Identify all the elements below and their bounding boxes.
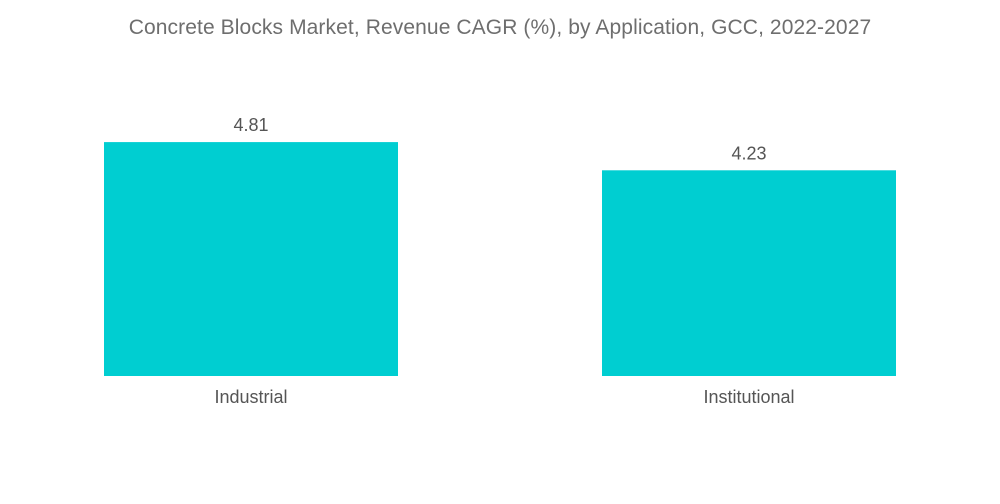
category-label-industrial: Industrial bbox=[214, 387, 287, 407]
bar-industrial bbox=[104, 142, 398, 376]
value-label-industrial: 4.81 bbox=[233, 115, 268, 135]
category-labels-group: Industrial Institutional bbox=[214, 387, 794, 407]
category-label-institutional: Institutional bbox=[703, 387, 794, 407]
value-labels-group: 4.81 4.23 bbox=[233, 115, 766, 163]
value-label-institutional: 4.23 bbox=[731, 143, 766, 163]
chart-title: Concrete Blocks Market, Revenue CAGR (%)… bbox=[128, 16, 872, 39]
bars-group bbox=[104, 142, 896, 376]
bar-institutional bbox=[602, 170, 896, 376]
